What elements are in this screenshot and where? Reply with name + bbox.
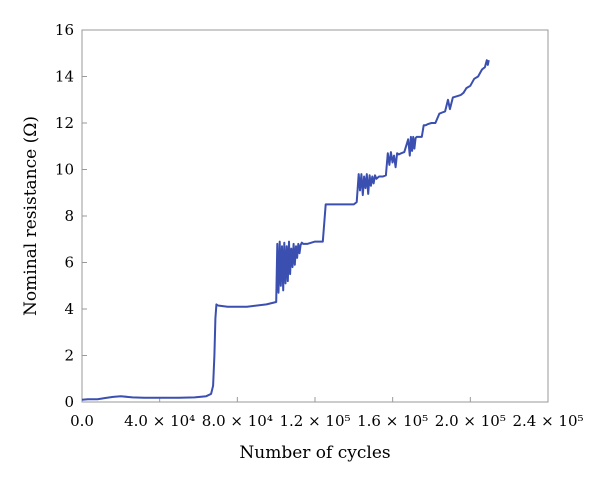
y-axis-label: Nominal resistance (Ω) xyxy=(21,116,41,316)
series-line-0 xyxy=(81,59,490,401)
y-tick-label: 4 xyxy=(64,300,74,318)
series-group xyxy=(81,59,490,401)
x-tick-label: 1.6 × 10⁵ xyxy=(357,412,428,430)
y-tick-label: 8 xyxy=(64,207,74,225)
plot-frame xyxy=(81,29,549,403)
x-tick-label: 4.0 × 10⁴ xyxy=(124,412,195,430)
y-axis-ticks: 0 2 4 6 8 10 12 14 16 xyxy=(55,21,87,411)
x-tick-label: 8.0 × 10⁴ xyxy=(202,412,273,430)
y-tick-label: 0 xyxy=(64,393,74,411)
y-tick-label: 12 xyxy=(55,114,74,132)
x-axis-label: Number of cycles xyxy=(239,443,390,463)
x-tick-label: 2.0 × 10⁵ xyxy=(435,412,506,430)
y-tick-label: 16 xyxy=(55,21,74,39)
x-tick-label: 0.0 xyxy=(70,412,94,430)
y-tick-label: 2 xyxy=(64,347,74,365)
x-tick-label: 1.2 × 10⁵ xyxy=(279,412,350,430)
y-tick-label: 6 xyxy=(64,254,74,272)
y-tick-label: 14 xyxy=(55,68,74,86)
y-tick-label: 10 xyxy=(55,161,74,179)
x-tick-label: 2.4 × 10⁵ xyxy=(512,412,583,430)
x-axis-ticks: 0.0 4.0 × 10⁴ 8.0 × 10⁴ 1.2 × 10⁵ 1.6 × 10⁵ 2… xyxy=(70,397,584,430)
